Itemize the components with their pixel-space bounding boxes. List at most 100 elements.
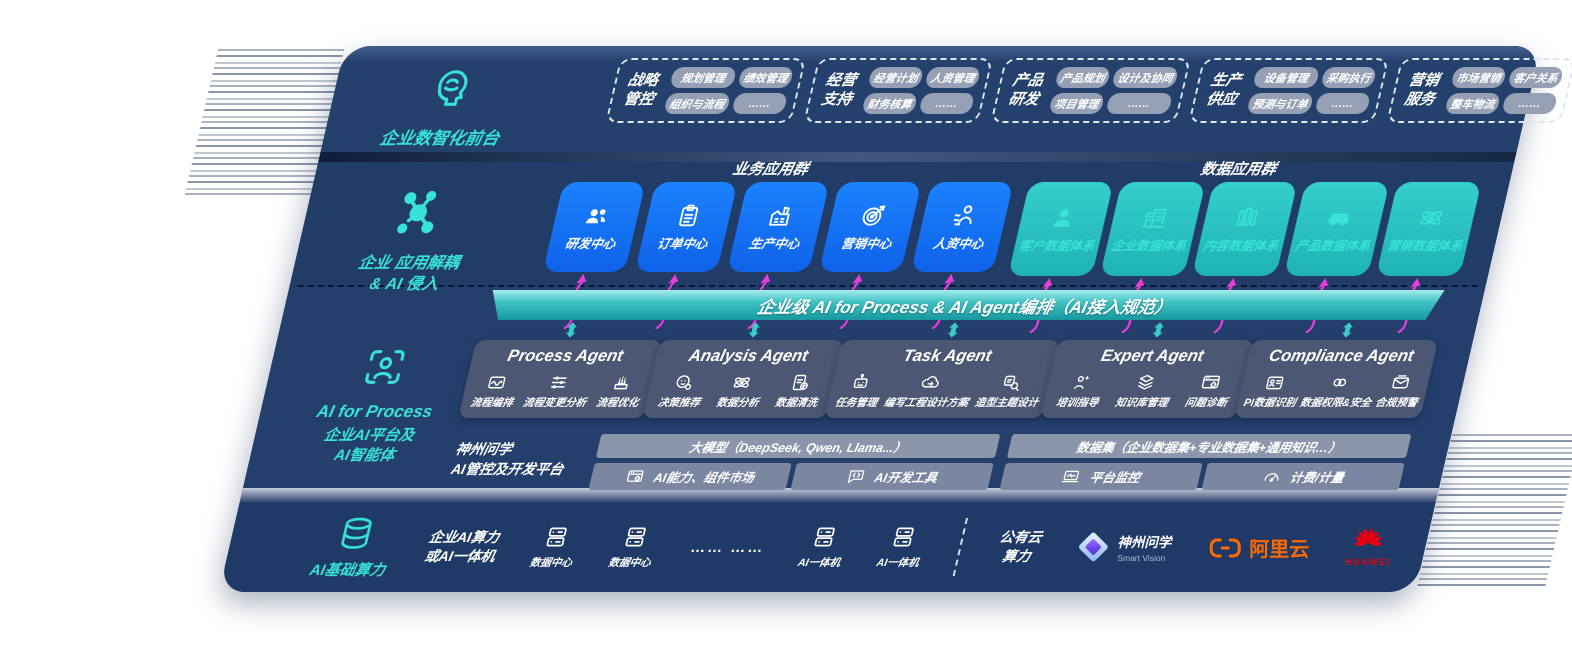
group-strategy: 战略管控 规划管理 绩效管理 组织与流程 …… [605, 58, 807, 123]
styling-design-icon [1002, 376, 1020, 390]
compliance-alert-icon [1393, 376, 1410, 388]
data-permission-icon [1334, 379, 1346, 385]
molecule-icon [396, 191, 441, 234]
cloud-label-line1: 公有云 [998, 529, 1044, 546]
group-marketing-service: 营销服务 市场营销 客户关系 整车物流 …… [1386, 58, 1572, 123]
platform-row: 神州问学 AI管控及开发平台 大模型（DeepSeek, Qwen, Llama… [446, 434, 1412, 490]
business-apps-header: 业务应用群 [731, 161, 810, 178]
engineering-doc-icon [922, 377, 940, 387]
smartvision-diamond-icon [1078, 532, 1108, 562]
pill: …… [1501, 93, 1559, 114]
model-bar: 大模型（DeepSeek, Qwen, Llama...） [595, 434, 1001, 458]
flow-change-icon [552, 377, 567, 389]
ai-compute-base: AI基础算力 [308, 514, 398, 580]
double-arrow-icon [1150, 322, 1168, 338]
agents-row: Process Agent 流程编排 流程变更分析 流程优化 Analysis … [458, 322, 1439, 419]
compute-label-line1: 企业AI算力 [427, 529, 502, 546]
ai-market-cell: AI能力、组件市场 [588, 463, 792, 490]
double-arrow-icon [746, 322, 764, 338]
database-icon [341, 519, 371, 548]
huawei-flower-icon [1354, 528, 1382, 546]
gauge-icon [1264, 474, 1278, 481]
content-bars-icon [1238, 209, 1258, 225]
scan-person-icon [366, 352, 404, 383]
flow-orchestration-icon [488, 377, 504, 388]
decision-icon [676, 376, 693, 389]
pi-data-icon [1266, 377, 1283, 388]
analysis-agent: Analysis Agent 决策推荐 数据分析 数据清洗 [642, 322, 845, 419]
chat-code-icon [849, 471, 864, 482]
compute-label-line2: 或AI一体机 [423, 548, 497, 564]
front-office-label: 企业数智化前台 [377, 129, 502, 148]
target-icon [862, 206, 884, 224]
pill: 经营计划 [867, 67, 925, 88]
datacenter-node: 数据中心 [607, 524, 660, 570]
pill: 人资管理 [924, 67, 982, 88]
huawei-logo: HUAWEI [1346, 527, 1391, 567]
double-arrow-icon [563, 322, 581, 338]
app-decouple-rail: 企业 应用解耦 & AI 侵入 [311, 188, 516, 296]
hr-person-icon [953, 206, 974, 224]
window-gear-icon [628, 471, 644, 481]
server-icon [815, 528, 834, 545]
pill: 整车物流 [1444, 93, 1502, 114]
ai-layer-label-en: AI for Process [314, 402, 435, 421]
alibaba-cloud-logo: 阿里云 [1208, 533, 1309, 562]
task-agent: Task Agent 任务管理 编写工程设计方案 造型主题设计 [824, 322, 1061, 419]
orchestration-bar: 企业级 AI for Process & AI Agent编排（AI接入规范） [486, 290, 1445, 320]
knowledge-base-icon [1139, 376, 1154, 389]
pill: 产品规划 [1054, 67, 1112, 88]
pill: 组织与流程 [663, 93, 732, 114]
ai-layer-label-zh1: 企业AI平台及 [322, 427, 417, 444]
expert-agent: Expert Agent 培训指导 知识库管理 问题诊断 [1040, 322, 1255, 419]
pill: 市场营销 [1450, 67, 1508, 88]
group-operation: 经营支持 经营计划 人资管理 财务核算 …… [803, 58, 994, 123]
dataset-bar: 数据集（企业数据集+专业数据集+通用知识…） [1006, 434, 1412, 458]
data-apps-header: 数据应用群 [1199, 161, 1278, 178]
pill: 规划管理 [669, 67, 738, 88]
server-icon [626, 528, 645, 545]
diagnosis-icon [1202, 376, 1220, 387]
pill: 预测与订单 [1246, 93, 1315, 114]
server-icon [547, 528, 566, 545]
platform-label-line2: AI管控及开发平台 [449, 460, 566, 477]
double-arrow-icon [1339, 322, 1357, 338]
brain-icon [436, 72, 469, 105]
clipboard-icon [680, 206, 699, 226]
group-production-supply: 生产供应 设备管理 采购执行 预测与订单 …… [1188, 58, 1390, 123]
alibaba-bracket-icon [1209, 537, 1241, 557]
atom-icon [1419, 210, 1444, 226]
ai-appliance-node: AI一体机 [875, 524, 928, 570]
person-icon [1053, 209, 1074, 227]
task-manage-icon [854, 375, 868, 388]
front-office-groups: 战略管控 规划管理 绩效管理 组织与流程 …… 经营支持 经营计划 人资管理 财… [605, 58, 1572, 123]
platform-label-line1: 神州问学 [454, 441, 514, 457]
pill: 采购执行 [1320, 67, 1378, 88]
pill: …… [731, 93, 789, 114]
team-icon [586, 209, 608, 223]
data-clean-icon [793, 376, 809, 390]
ellipsis: …… …… [688, 538, 768, 556]
monitor-icon [1063, 471, 1080, 481]
ai-appliance-node: AI一体机 [796, 524, 849, 570]
flow-optimize-icon [615, 377, 629, 388]
diagram-panel: 企业数智化前台 企业 应用解耦 & AI 侵入 AI for Process 企… [184, 46, 1572, 592]
pill: 客户关系 [1507, 67, 1565, 88]
compliance-agent: Compliance Agent PI数据识别 数据权限&安全 合规预警 [1234, 322, 1439, 419]
pill: 财务核算 [861, 93, 919, 114]
training-icon [1075, 376, 1090, 389]
app-layer-label-line2: & AI 侵入 [367, 275, 441, 293]
infra-label: AI基础算力 [307, 562, 387, 579]
pill: 设备管理 [1252, 67, 1321, 88]
front-office-rail: 企业数智化前台 [351, 66, 542, 149]
double-arrow-icon [945, 322, 963, 338]
process-agent: Process Agent 流程编排 流程变更分析 流程优化 [458, 322, 663, 419]
infra-dashed-divider [952, 518, 968, 576]
pill: 项目管理 [1048, 93, 1106, 114]
ai-layer-label-zh2: AI智能体 [332, 446, 397, 464]
infra-row: AI基础算力 企业AI算力 或AI一体机 数据中心 数据中心 …… …… AI一… [219, 502, 1436, 592]
pill: 设计及协同 [1111, 67, 1180, 88]
billing-cell: 计费/计量 [1201, 463, 1405, 490]
cloud-label-line2: 算力 [1000, 548, 1033, 564]
